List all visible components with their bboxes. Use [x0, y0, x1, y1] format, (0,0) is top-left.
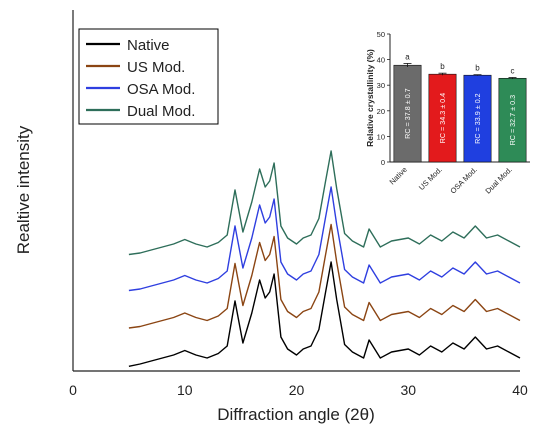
main-axes: 0 10 20 30 40 — [69, 10, 528, 398]
y-axis-label: Realtive intensity — [14, 125, 33, 254]
legend-entries: Native US Mod. OSA Mod. Dual Mod. — [86, 37, 195, 120]
inset-bar-label: RC = 37.8 ± 0.7 — [403, 88, 412, 139]
series-line-3 — [128, 186, 521, 292]
inset-bar — [428, 73, 457, 163]
inset-ytick-label: 20 — [377, 107, 385, 116]
series-line-4 — [128, 150, 521, 256]
inset-bar — [463, 74, 492, 163]
legend-label: Dual Mod. — [127, 103, 195, 120]
series-lines — [128, 150, 521, 367]
x-tick-label: 0 — [69, 382, 77, 398]
inset-bar-label: RC = 34.3 ± 0.4 — [438, 93, 447, 144]
legend-label: US Mod. — [127, 59, 185, 76]
inset-significance-letter: b — [475, 64, 480, 73]
inset-bar-label: RC = 33.9 ± 0.2 — [473, 93, 482, 144]
x-tick-label: 40 — [512, 382, 528, 398]
legend-label: OSA Mod. — [127, 81, 195, 98]
inset-significance-letter: c — [511, 67, 515, 76]
inset-ytick-label: 30 — [377, 81, 385, 90]
inset-bar-label: RC = 32.7 ± 0.3 — [508, 95, 517, 146]
inset-significance-letter: b — [440, 62, 445, 71]
inset-y-axis-label: Relative crystallinity (%) — [365, 49, 375, 147]
x-tick-label: 30 — [400, 382, 416, 398]
inset-significance-letter: a — [405, 52, 410, 61]
inset-yticks: 0 10 20 30 40 50 — [377, 30, 390, 167]
series-line-1 — [128, 261, 521, 367]
x-tick-label: 20 — [289, 382, 305, 398]
inset-ytick-label: 50 — [377, 30, 385, 39]
x-tick-label: 10 — [177, 382, 193, 398]
x-axis-label: Diffraction angle (2θ) — [217, 405, 375, 424]
legend: Native US Mod. OSA Mod. Dual Mod. — [78, 28, 219, 125]
inset-ytick-label: 10 — [377, 132, 385, 141]
inset-ytick-label: 0 — [381, 158, 385, 167]
series-line-2 — [128, 223, 521, 329]
inset-bar — [498, 77, 527, 163]
legend-label: Native — [127, 37, 170, 54]
inset-ytick-label: 40 — [377, 56, 385, 65]
x-ticks: 0 10 20 30 40 — [69, 382, 528, 398]
